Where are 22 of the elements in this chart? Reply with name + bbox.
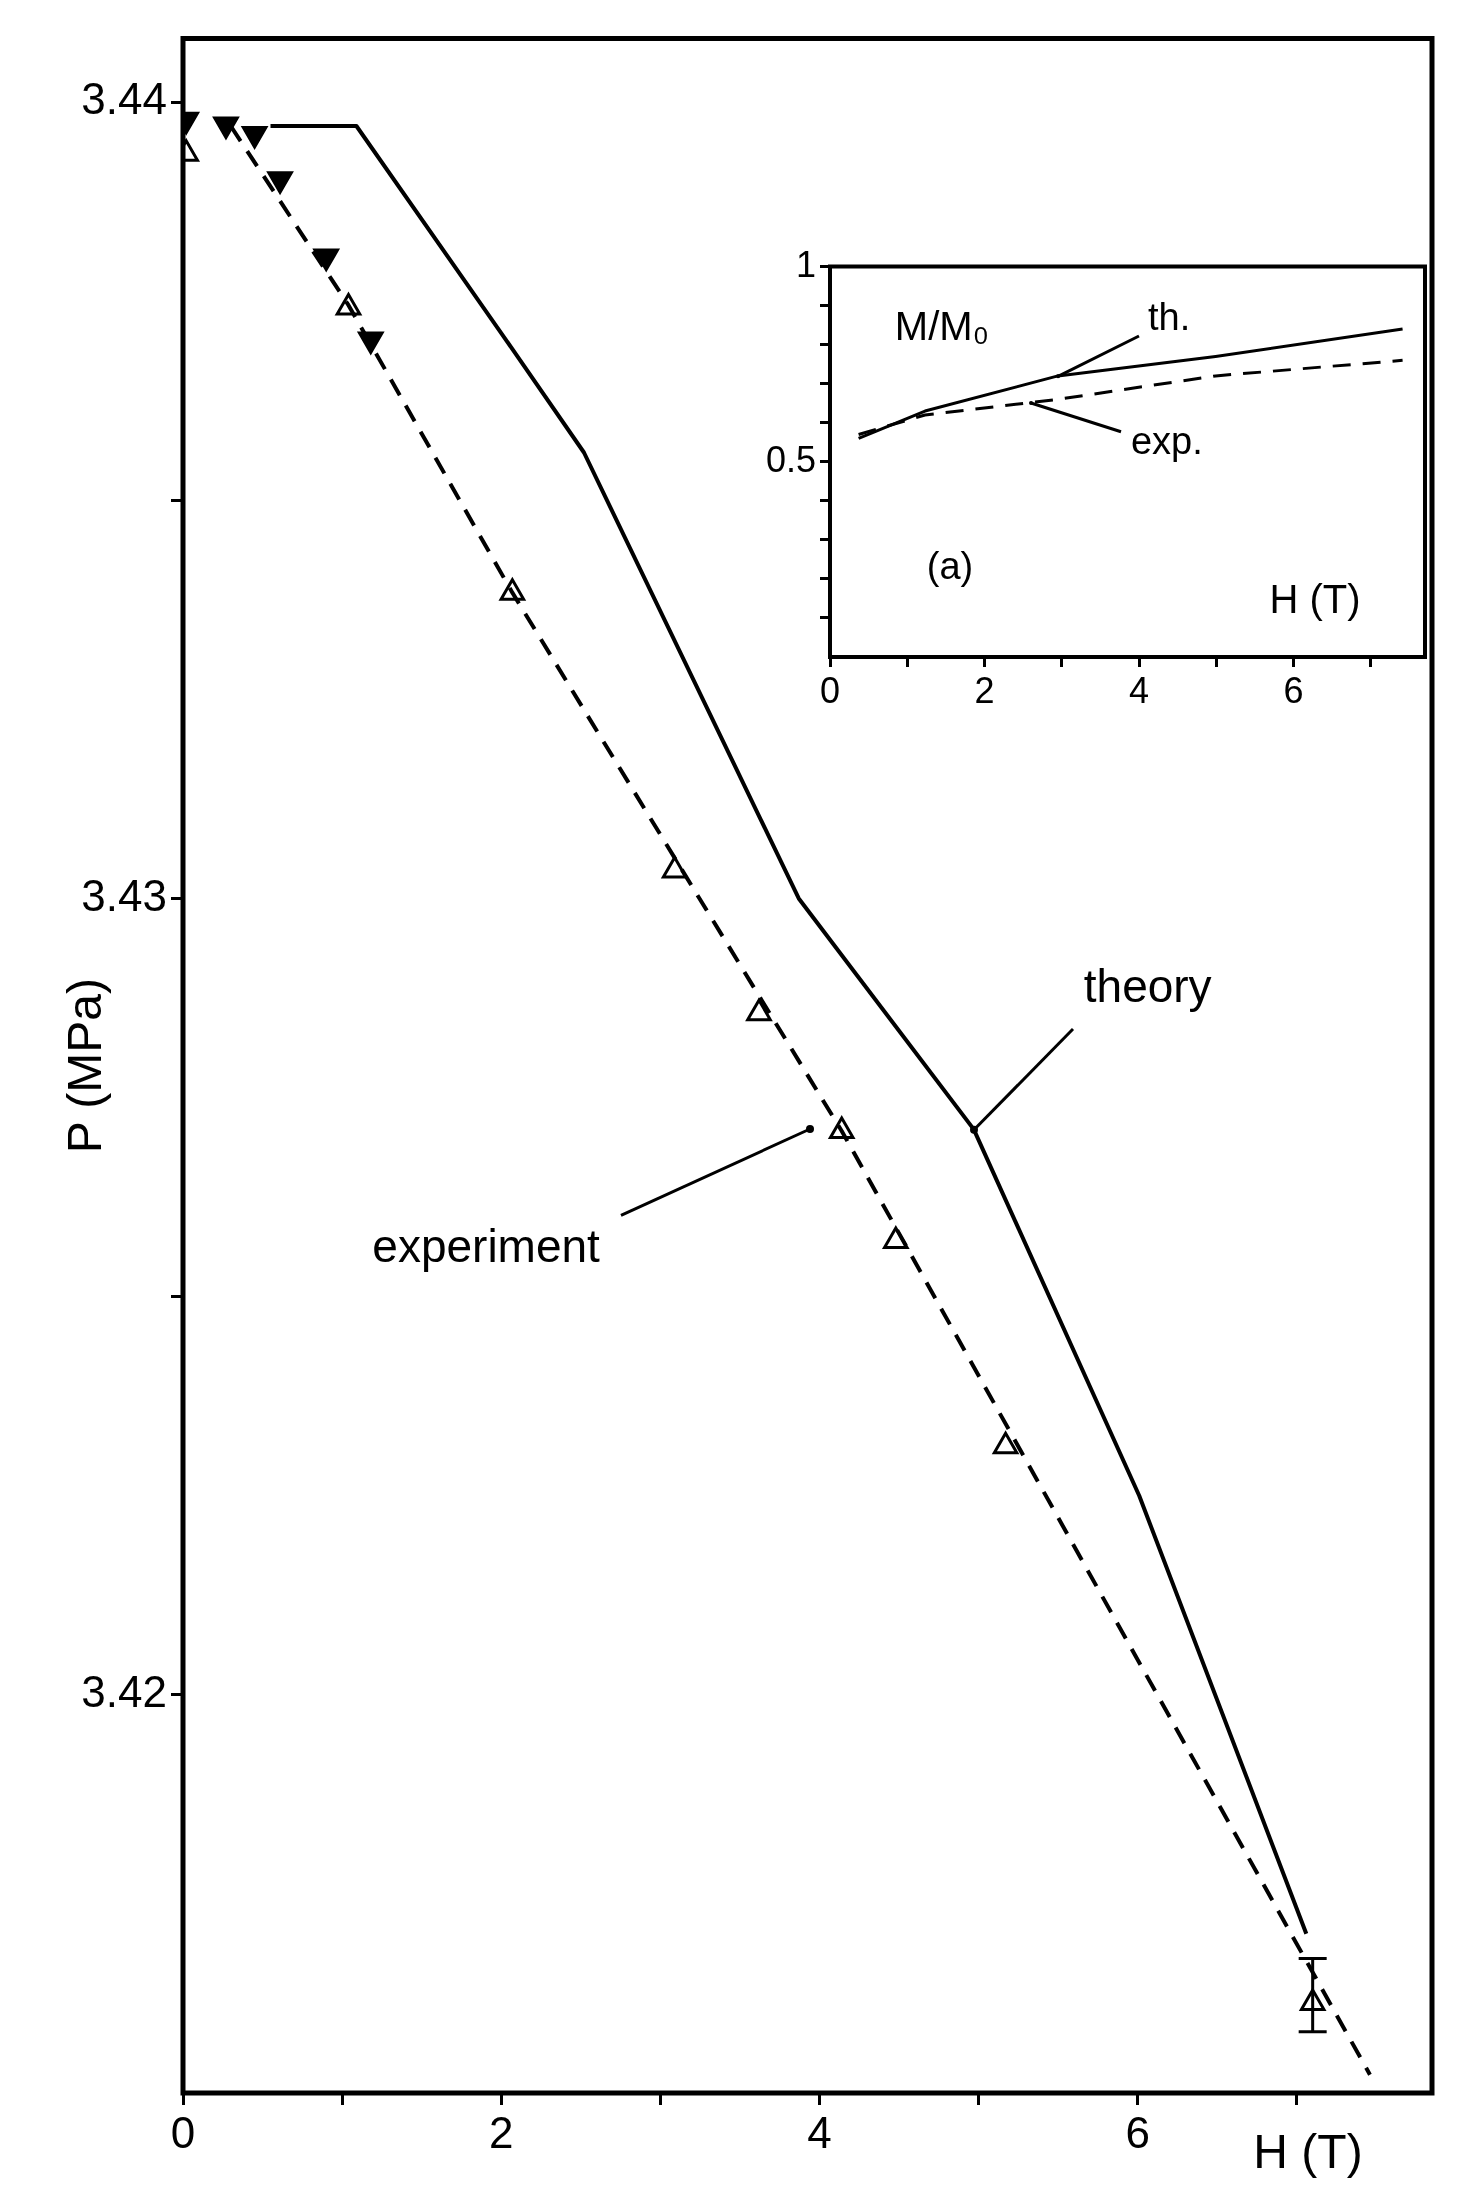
annotation: exp.: [1130, 419, 1203, 462]
annotation: theory: [1083, 960, 1212, 1013]
x-tick-label: 0: [170, 2107, 196, 2157]
x-tick-label: 0: [819, 669, 841, 711]
y-axis-title: M/M₀: [894, 303, 990, 348]
x-axis-title: H (T): [1253, 2125, 1363, 2179]
x-tick-label: 6: [1125, 2107, 1150, 2157]
y-tick-label: 3.42: [81, 1666, 167, 1716]
x-tick-label: 4: [1129, 669, 1150, 711]
y-axis-title: P (MPa): [58, 978, 112, 1154]
x-tick-label: 6: [1283, 669, 1304, 711]
x-tick-label: 2: [488, 2107, 514, 2157]
x-tick-label: 4: [807, 2107, 832, 2157]
y-tick-label: 3.44: [81, 74, 167, 124]
annotation: th.: [1147, 296, 1191, 339]
annotation: (a): [926, 545, 974, 588]
y-tick-label: 0.5: [765, 438, 816, 480]
x-tick-label: 2: [974, 669, 995, 711]
y-tick-label: 1: [795, 243, 816, 285]
annotation: experiment: [372, 1220, 601, 1273]
y-tick-label: 3.43: [81, 870, 167, 920]
x-axis-title: H (T): [1269, 576, 1361, 621]
